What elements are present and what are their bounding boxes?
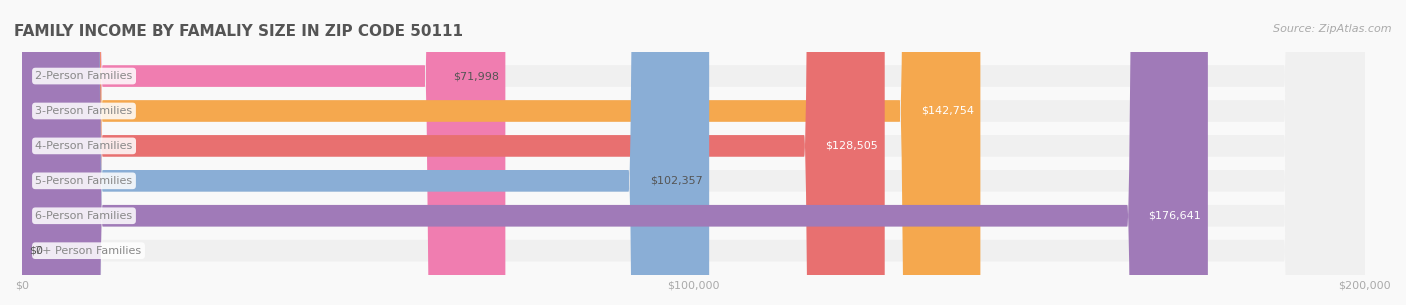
Text: 5-Person Families: 5-Person Families: [35, 176, 132, 186]
Text: 3-Person Families: 3-Person Families: [35, 106, 132, 116]
FancyBboxPatch shape: [22, 0, 1365, 305]
Text: Source: ZipAtlas.com: Source: ZipAtlas.com: [1274, 24, 1392, 34]
FancyBboxPatch shape: [22, 0, 505, 305]
FancyBboxPatch shape: [22, 0, 1365, 305]
FancyBboxPatch shape: [22, 0, 884, 305]
Text: $71,998: $71,998: [453, 71, 499, 81]
Text: $176,641: $176,641: [1149, 211, 1201, 221]
Text: $142,754: $142,754: [921, 106, 974, 116]
Text: 2-Person Families: 2-Person Families: [35, 71, 132, 81]
FancyBboxPatch shape: [22, 0, 1365, 305]
Text: 4-Person Families: 4-Person Families: [35, 141, 132, 151]
Text: FAMILY INCOME BY FAMALIY SIZE IN ZIP CODE 50111: FAMILY INCOME BY FAMALIY SIZE IN ZIP COD…: [14, 24, 463, 39]
FancyBboxPatch shape: [22, 0, 1365, 305]
FancyBboxPatch shape: [22, 0, 1365, 305]
Text: 6-Person Families: 6-Person Families: [35, 211, 132, 221]
FancyBboxPatch shape: [22, 0, 1208, 305]
Text: 7+ Person Families: 7+ Person Families: [35, 246, 142, 256]
FancyBboxPatch shape: [22, 0, 709, 305]
FancyBboxPatch shape: [22, 0, 1365, 305]
Text: $102,357: $102,357: [650, 176, 703, 186]
Text: $128,505: $128,505: [825, 141, 877, 151]
FancyBboxPatch shape: [22, 0, 980, 305]
Text: $0: $0: [28, 246, 42, 256]
